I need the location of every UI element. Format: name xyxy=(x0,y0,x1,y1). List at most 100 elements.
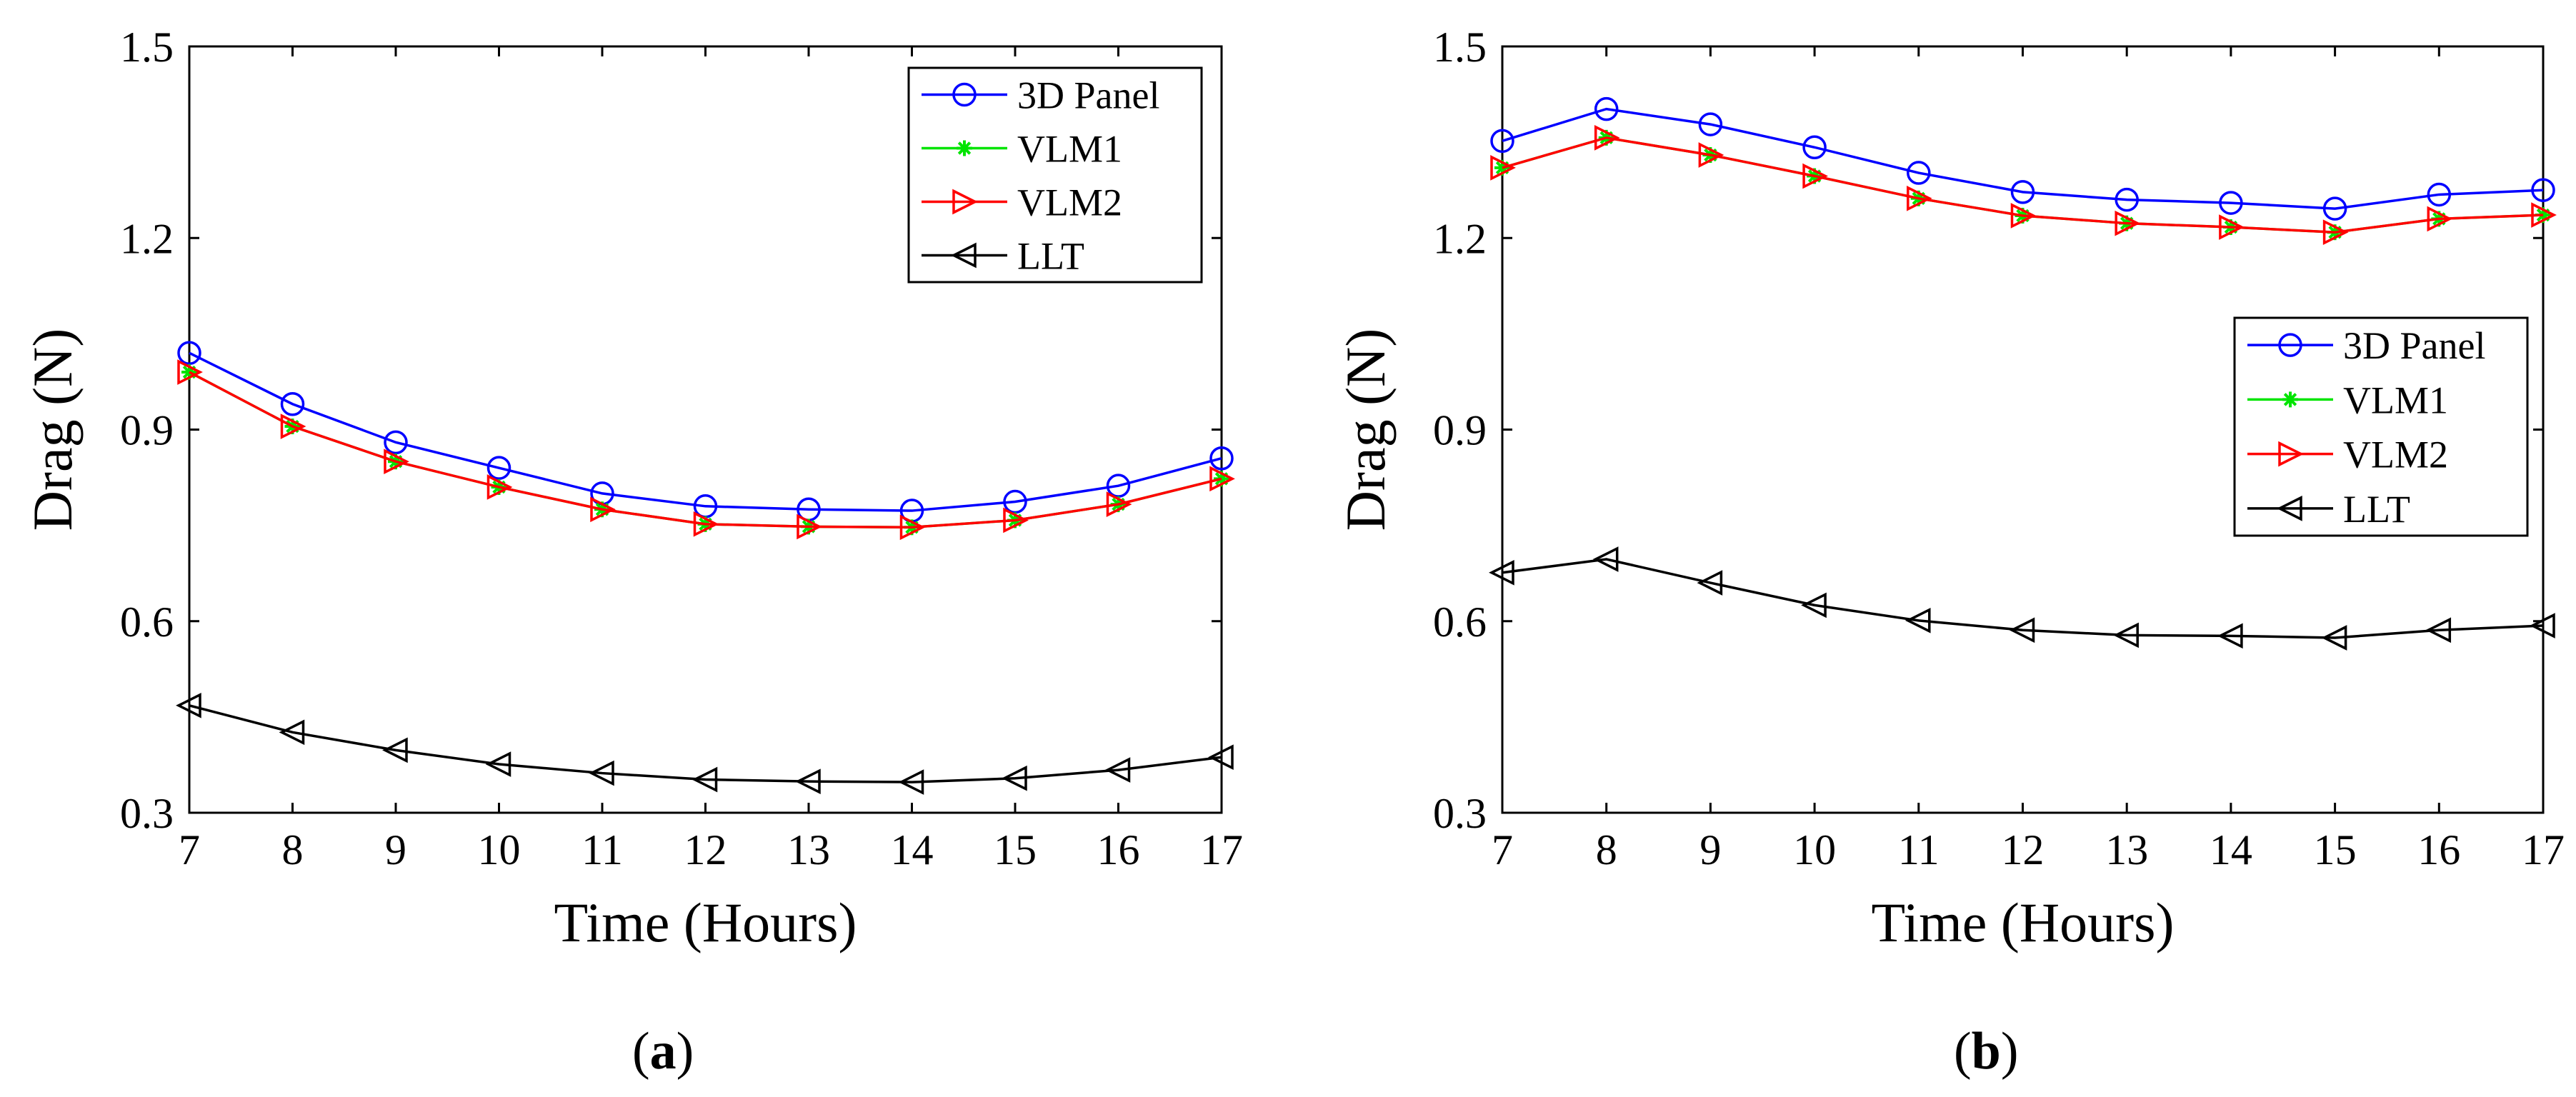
data-point-llt-b xyxy=(2530,613,2555,638)
x-tick-label-a: 12 xyxy=(684,826,727,873)
x-tick-label-b: 16 xyxy=(2417,826,2460,873)
data-point-vlm2-a xyxy=(177,359,203,385)
legend-marker-3d-panel-b xyxy=(2278,333,2302,357)
x-tick-label-a: 11 xyxy=(581,826,623,873)
data-point-3d-panel-a xyxy=(384,430,408,455)
caption-b-open: ( xyxy=(1954,1022,1972,1081)
x-tick-label-a: 17 xyxy=(1200,826,1243,873)
series-markers-llt-b xyxy=(1489,546,2555,651)
data-point-llt-b xyxy=(2321,625,2347,651)
data-point-vlm2-b xyxy=(1594,125,1620,151)
data-point-llt-b xyxy=(2009,617,2035,643)
x-tick-label-a: 15 xyxy=(994,826,1037,873)
legend-label-llt-a: LLT xyxy=(1017,235,1084,278)
data-point-vlm2-a xyxy=(899,514,926,541)
y-tick-label-b: 0.9 xyxy=(1433,407,1487,454)
data-point-llt-b xyxy=(2425,617,2452,643)
chart-panel-b: 7 8 9 10 11 12 13 14 15 16 17 0.3 0.6 0.9 1.2 1.5 Time (… xyxy=(1334,24,2565,953)
x-tick-label-a: 10 xyxy=(478,826,521,873)
data-point-llt-b xyxy=(1801,592,1827,618)
legend-marker-vlm1-b-stroke xyxy=(2283,393,2297,406)
data-point-3d-panel-b xyxy=(2219,191,2243,215)
y-tick-label-a: 1.5 xyxy=(120,24,174,71)
data-point-3d-panel-b xyxy=(2322,196,2347,221)
y-tick-label-b: 0.3 xyxy=(1433,790,1487,837)
data-point-llt-a xyxy=(692,766,718,793)
series-markers-llt-a xyxy=(176,692,1234,795)
series-markers-3d-panel-b xyxy=(1490,96,2555,221)
data-point-3d-panel-a xyxy=(1209,446,1234,471)
data-point-vlm2-a xyxy=(797,514,822,540)
y-tick-label-a: 1.2 xyxy=(120,215,174,262)
data-point-llt-b xyxy=(1592,546,1619,572)
legend-marker-vlm1-a-stroke xyxy=(957,141,972,155)
x-tick-label-b: 8 xyxy=(1596,826,1617,873)
data-point-vlm2-a xyxy=(693,511,719,537)
series-line-3d-panel-a xyxy=(189,351,1222,512)
data-point-llt-b xyxy=(1904,608,1931,633)
data-point-llt-a xyxy=(176,692,201,718)
data-point-vlm2-a xyxy=(486,474,513,500)
series-line-vlm2-a xyxy=(189,371,1222,529)
legend-label-llt-b: LLT xyxy=(2343,488,2410,531)
series-markers-vlm2-b xyxy=(1490,125,2557,246)
data-point-vlm2-b xyxy=(2219,214,2245,240)
caption-a: (a) xyxy=(632,1021,694,1082)
data-point-3d-panel-b xyxy=(2531,178,2555,202)
caption-b-close: ) xyxy=(2000,1022,2019,1081)
data-point-llt-a xyxy=(589,760,614,786)
data-point-vlm2-a xyxy=(1209,466,1235,492)
data-point-vlm2-b xyxy=(1490,155,1516,181)
series-line-3d-panel-b xyxy=(1502,107,2544,210)
data-point-vlm2-a xyxy=(590,496,616,523)
data-point-llt-a xyxy=(382,737,408,763)
data-point-vlm2-b xyxy=(2010,203,2037,229)
series-markers-vlm1-a xyxy=(181,364,1229,536)
data-point-vlm2-b xyxy=(2322,219,2349,246)
y-axis-label-b: Drag (N) xyxy=(1334,329,1397,531)
x-tick-label-b: 15 xyxy=(2314,826,2357,873)
data-point-3d-panel-b xyxy=(2427,182,2452,207)
y-tick-label-b: 1.5 xyxy=(1433,24,1487,71)
data-point-3d-panel-b xyxy=(1594,96,1619,121)
caption-b: (b) xyxy=(1954,1021,2018,1082)
x-tick-label-b: 17 xyxy=(2522,826,2565,873)
data-point-vlm2-a xyxy=(1106,491,1132,517)
series-line-vlm1-a xyxy=(189,371,1222,529)
data-point-vlm2-a xyxy=(280,414,306,439)
x-tick-label-a: 8 xyxy=(282,826,304,873)
data-point-llt-a xyxy=(1208,744,1234,771)
data-point-3d-panel-b xyxy=(1802,135,1827,160)
y-tick-label-a: 0.3 xyxy=(120,790,174,837)
series-line-llt-b xyxy=(1502,558,2544,639)
data-point-llt-a xyxy=(1104,757,1131,783)
legend-b: 3D Panel VLM1 VLM2 LLT xyxy=(2233,316,2529,537)
legend-marker-3d-panel-a xyxy=(952,82,977,107)
data-point-3d-panel-b xyxy=(1907,161,1931,185)
data-point-vlm2-a xyxy=(1003,507,1029,534)
data-point-vlm2-b xyxy=(1802,163,1829,189)
legend-marker-vlm2-b xyxy=(2278,441,2304,467)
caption-a-label: a xyxy=(649,1022,677,1081)
data-point-vlm2-b xyxy=(2115,210,2141,236)
data-point-llt-a xyxy=(898,769,924,795)
x-tick-label-b: 9 xyxy=(1699,826,1721,873)
x-tick-label-a: 14 xyxy=(891,826,934,873)
data-point-llt-b xyxy=(1697,570,1723,596)
legend-label-vlm2-b: VLM2 xyxy=(2343,434,2448,476)
y-tick-label-a: 0.9 xyxy=(120,407,174,454)
series-line-vlm2-b xyxy=(1502,136,2544,234)
legend-marker-vlm1-b xyxy=(2282,391,2298,408)
x-tick-label-a: 7 xyxy=(179,826,200,873)
legend-marker-vlm2-a xyxy=(952,189,978,215)
x-tick-label-b: 13 xyxy=(2105,826,2148,873)
caption-a-close: ) xyxy=(676,1022,694,1081)
y-tick-label-a: 0.6 xyxy=(120,598,174,646)
data-point-vlm2-a xyxy=(384,449,409,475)
legend-marker-llt-a xyxy=(951,242,977,269)
data-point-llt-b xyxy=(1489,559,1514,586)
data-point-llt-a xyxy=(279,719,305,746)
x-tick-label-a: 13 xyxy=(787,826,830,873)
legend-a: 3D Panel VLM1 VLM2 LLT xyxy=(907,66,1203,284)
legend-label-vlm2-a: VLM2 xyxy=(1017,181,1122,224)
